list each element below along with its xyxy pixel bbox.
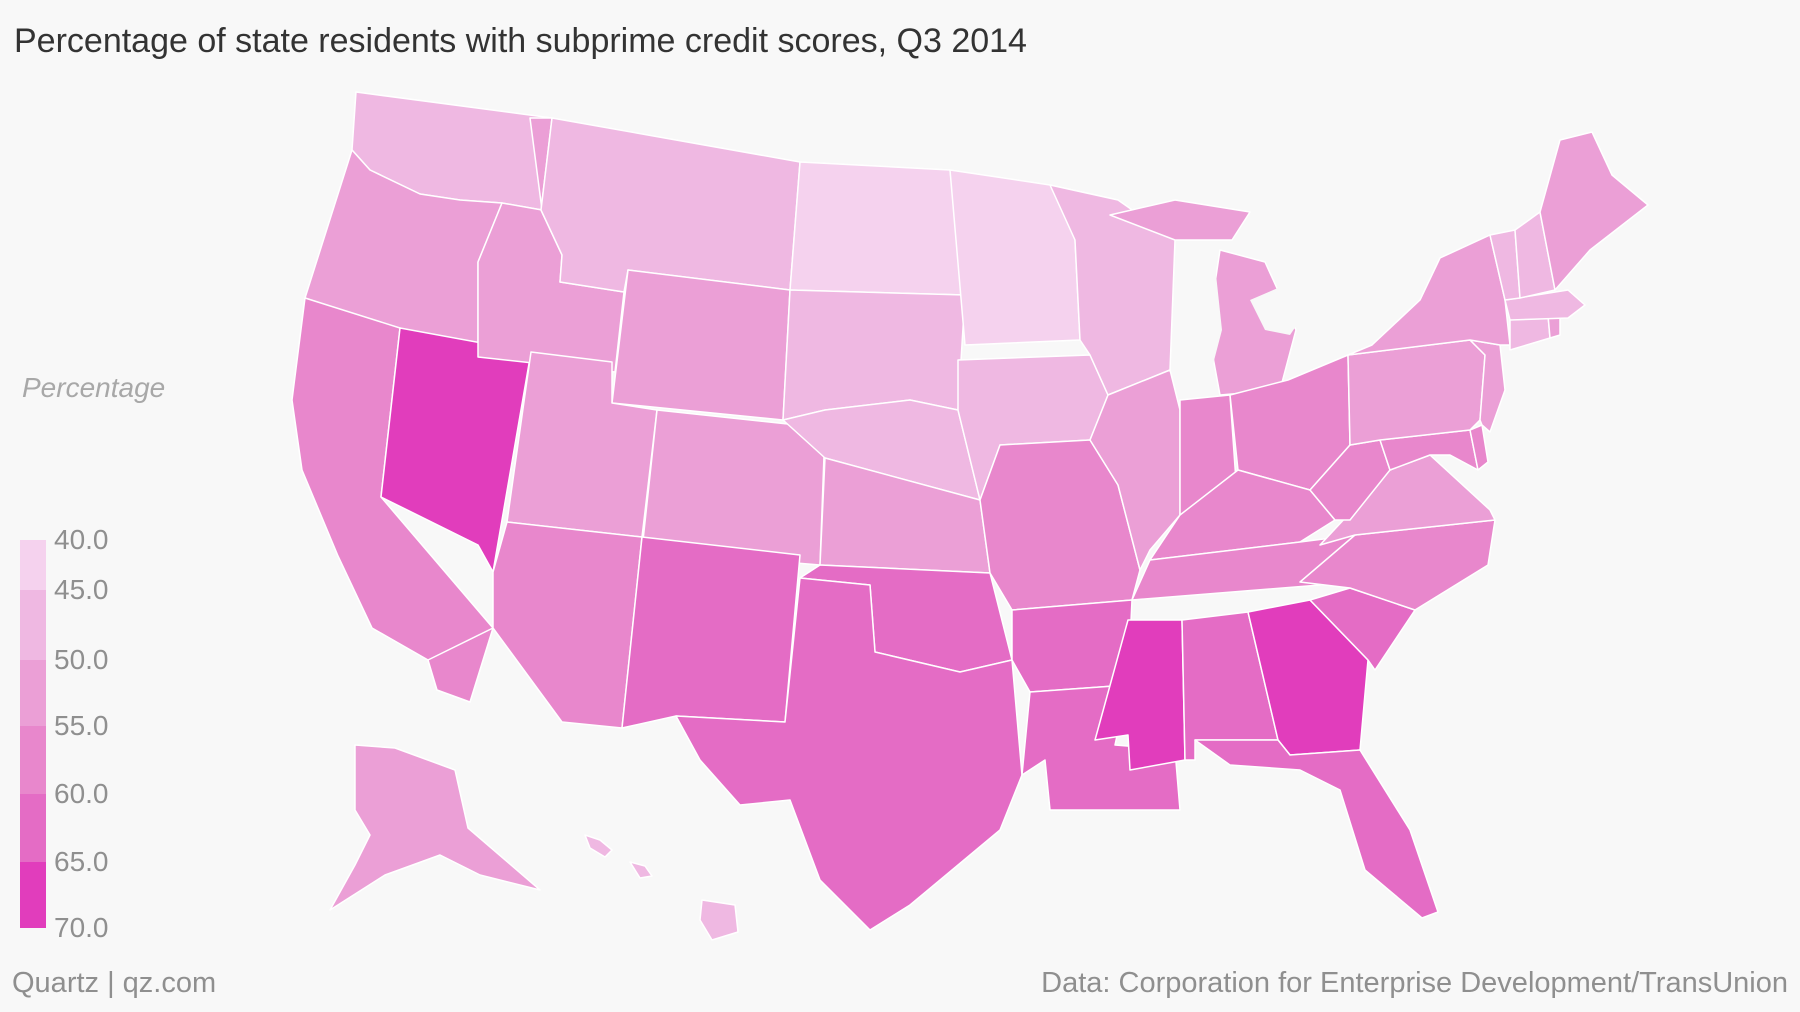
legend-tick-label: 40.0: [54, 524, 109, 555]
legend-swatch-50-55: [20, 660, 46, 726]
state-sd: [782, 289, 966, 421]
legend-swatch-45-50: [20, 590, 46, 660]
lake: [1250, 285, 1300, 335]
color-legend: 40.0 45.0 50.0 55.0 60.0 65.0 70.0: [20, 524, 180, 943]
chart-title: Percentage of state residents with subpr…: [14, 22, 1027, 60]
legend-swatch-40-45: [20, 540, 46, 590]
legend-swatch-60-65: [20, 794, 46, 862]
state-nm: [621, 536, 801, 729]
state-fl: [1194, 739, 1439, 919]
state-il: [1089, 369, 1181, 571]
legend-tick-label: 50.0: [54, 644, 109, 675]
lake: [1180, 265, 1222, 395]
state-hi: [584, 834, 739, 941]
state-de: [1469, 424, 1489, 471]
state-wy: [611, 269, 791, 421]
legend-swatch-65-70: [20, 862, 46, 928]
state-sc: [1309, 587, 1416, 671]
legend-tick-label: 55.0: [54, 710, 109, 741]
legend-tick-label: 65.0: [54, 846, 109, 877]
legend-tick-label: 70.0: [54, 912, 109, 943]
state-me: [1539, 131, 1649, 291]
legend-swatch-55-60: [20, 726, 46, 794]
data-source: Data: Corporation for Enterprise Develop…: [1041, 967, 1788, 999]
legend-title: Percentage: [22, 372, 166, 403]
legend-tick-label: 45.0: [54, 574, 109, 605]
state-ak: [329, 744, 541, 911]
state-nd: [789, 161, 966, 296]
state-pa: [1347, 339, 1486, 446]
state-ny: [1347, 234, 1511, 356]
publisher-credit: Quartz | qz.com: [12, 967, 217, 999]
legend-tick-label: 60.0: [54, 778, 109, 809]
state-tx: [675, 577, 1023, 931]
state-mt: [540, 117, 801, 293]
state-nj: [1469, 339, 1506, 433]
